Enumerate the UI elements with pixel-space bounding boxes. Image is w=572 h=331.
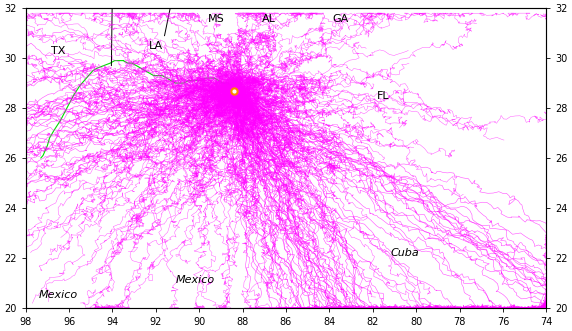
Text: MS: MS (208, 15, 225, 24)
Text: Cuba: Cuba (391, 248, 420, 258)
Text: LA: LA (149, 41, 163, 51)
Text: GA: GA (332, 15, 348, 24)
Text: FL: FL (378, 91, 390, 101)
Text: Mexico: Mexico (176, 275, 214, 285)
Text: Mexico: Mexico (39, 290, 78, 300)
Text: TX: TX (51, 46, 65, 56)
Text: AL: AL (262, 15, 276, 24)
